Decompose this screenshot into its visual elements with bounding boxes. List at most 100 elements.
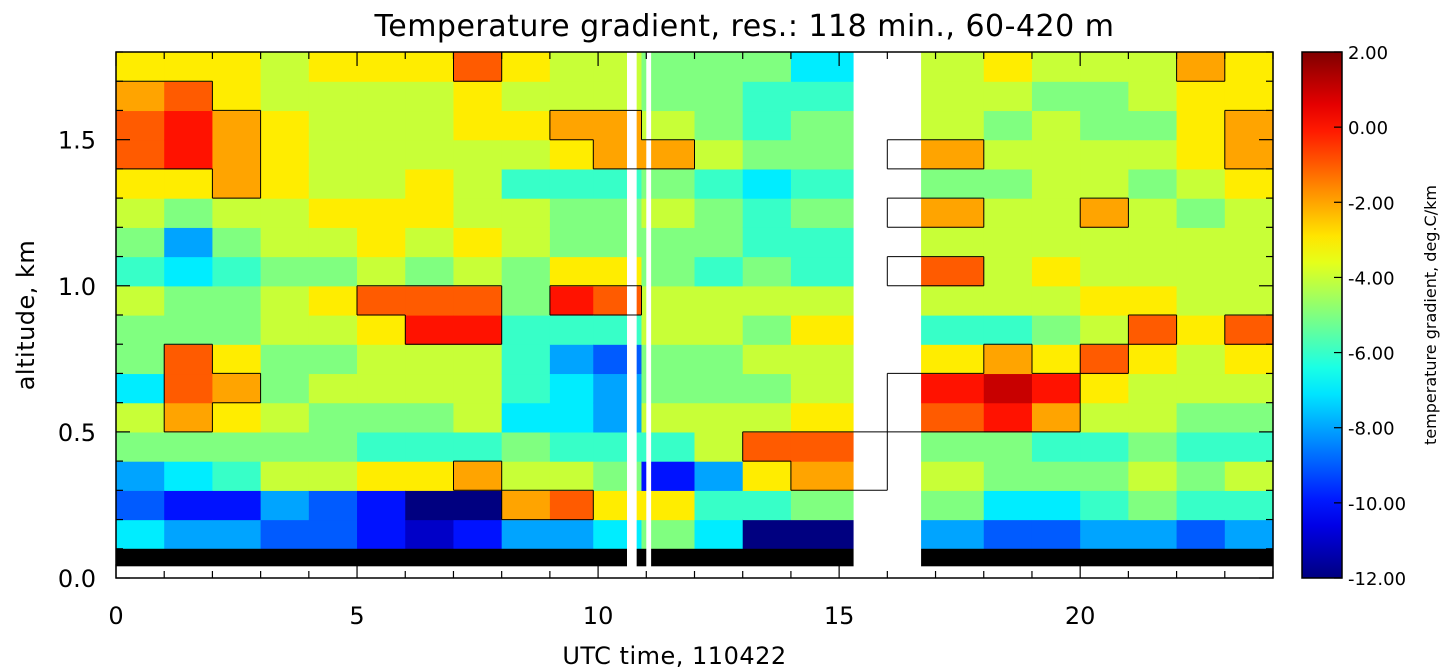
heatmap-cell bbox=[694, 139, 744, 170]
heatmap-cell bbox=[694, 81, 744, 112]
heatmap-cell bbox=[453, 81, 503, 112]
heatmap-cell bbox=[405, 431, 455, 462]
heatmap-cell bbox=[405, 373, 455, 404]
heatmap-cell bbox=[1224, 373, 1274, 404]
masked-bottom-band bbox=[116, 548, 1273, 567]
colorbar-tick-label: -8.00 bbox=[1348, 419, 1395, 440]
heatmap-cell bbox=[983, 519, 1033, 550]
heatmap-cell bbox=[694, 402, 744, 433]
heatmap-cell bbox=[116, 168, 165, 199]
heatmap-cell bbox=[260, 198, 310, 228]
heatmap-cell bbox=[116, 198, 165, 228]
heatmap-cell bbox=[308, 315, 358, 345]
heatmap-cell bbox=[308, 198, 358, 228]
heatmap-cell bbox=[164, 198, 214, 228]
heatmap-cell bbox=[1080, 168, 1129, 199]
heatmap-cell bbox=[1031, 315, 1081, 345]
heatmap-cell bbox=[1031, 431, 1081, 462]
heatmap-cell bbox=[164, 461, 214, 491]
heatmap-cell bbox=[1176, 402, 1226, 433]
heatmap-cell bbox=[357, 431, 406, 462]
heatmap-cell bbox=[357, 315, 406, 345]
heatmap-cell bbox=[1224, 285, 1274, 316]
heatmap-cell bbox=[742, 315, 792, 345]
heatmap-cell bbox=[1031, 256, 1081, 287]
heatmap-cell bbox=[1128, 139, 1178, 170]
heatmap-cell bbox=[1128, 490, 1178, 521]
heatmap-cell bbox=[501, 344, 551, 375]
heatmap-cell bbox=[983, 256, 1033, 287]
heatmap-cell bbox=[1224, 461, 1274, 491]
heatmap-cell bbox=[1224, 344, 1274, 375]
heatmap-cell bbox=[501, 110, 551, 141]
heatmap-cell bbox=[308, 490, 358, 521]
heatmap-cell bbox=[260, 81, 310, 112]
heatmap-cell bbox=[116, 139, 165, 170]
heatmap-cell bbox=[116, 81, 165, 112]
heatmap-cell bbox=[983, 285, 1033, 316]
heatmap-cell bbox=[694, 315, 744, 345]
heatmap-cell bbox=[1031, 198, 1081, 228]
data-gap bbox=[853, 52, 922, 578]
heatmap-cell bbox=[405, 256, 455, 287]
heatmap-cell bbox=[983, 168, 1033, 199]
heatmap-cell bbox=[501, 519, 551, 550]
heatmap-cell bbox=[1176, 110, 1226, 141]
heatmap-cell bbox=[1080, 52, 1129, 82]
heatmap-cell bbox=[1080, 315, 1129, 345]
colorbar-tick-labels: 2.00 0.00 -2.00 -4.00 -6.00 -8.00 -10.00 -12.00 bbox=[1348, 43, 1406, 590]
heatmap-cell bbox=[549, 227, 594, 258]
y-axis-label: altitude, km bbox=[12, 240, 40, 391]
heatmap-cell bbox=[742, 168, 792, 199]
heatmap-cell bbox=[116, 52, 165, 82]
heatmap-cell bbox=[1031, 461, 1081, 491]
heatmap-cell bbox=[694, 344, 744, 375]
heatmap-cell bbox=[983, 52, 1033, 82]
heatmap-cell bbox=[1128, 256, 1178, 287]
heatmap-cell bbox=[453, 285, 503, 316]
heatmap-cell bbox=[983, 227, 1033, 258]
heatmap-cell bbox=[1080, 227, 1129, 258]
heatmap-cell bbox=[549, 285, 594, 316]
heatmap-cell bbox=[260, 227, 310, 258]
heatmap-cell bbox=[1080, 344, 1129, 375]
masked-band bbox=[116, 548, 1273, 567]
heatmap-cell bbox=[308, 519, 358, 550]
heatmap-cell bbox=[212, 373, 262, 404]
heatmap-cell bbox=[164, 285, 214, 316]
heatmap-cell bbox=[405, 110, 455, 141]
heatmap-cell bbox=[742, 139, 792, 170]
heatmap-cell bbox=[405, 139, 455, 170]
colorbar-tick-label: -10.00 bbox=[1348, 494, 1406, 515]
heatmap-cell bbox=[405, 402, 455, 433]
heatmap-cell bbox=[357, 490, 406, 521]
heatmap-cell bbox=[694, 227, 744, 258]
heatmap-cell bbox=[308, 431, 358, 462]
heatmap-cell bbox=[501, 402, 551, 433]
heatmap-cell bbox=[212, 198, 262, 228]
heatmap-cell bbox=[357, 81, 406, 112]
y-tick-label: 1.0 bbox=[58, 273, 96, 301]
heatmap-cell bbox=[1128, 198, 1178, 228]
heatmap-cell bbox=[453, 431, 503, 462]
heatmap-cell bbox=[260, 285, 310, 316]
heatmap-cell bbox=[1031, 344, 1081, 375]
heatmap-cell bbox=[260, 461, 310, 491]
heatmap-cell bbox=[453, 315, 503, 345]
heatmap-cell bbox=[501, 256, 551, 287]
heatmap-cell bbox=[1031, 168, 1081, 199]
heatmap-cell bbox=[1031, 373, 1081, 404]
heatmap-cell bbox=[116, 461, 165, 491]
heatmap-cell bbox=[1224, 168, 1274, 199]
heatmap-cell bbox=[260, 344, 310, 375]
heatmap-cell bbox=[1031, 81, 1081, 112]
heatmap-cell bbox=[501, 461, 551, 491]
heatmap-cell bbox=[453, 461, 503, 491]
heatmap-cell bbox=[1224, 110, 1274, 141]
heatmap-cell bbox=[260, 315, 310, 345]
heatmap-cell bbox=[694, 198, 744, 228]
heatmap-cell bbox=[549, 344, 594, 375]
heatmap-cell bbox=[1176, 227, 1226, 258]
x-tick-label: 15 bbox=[824, 602, 855, 630]
heatmap-cell bbox=[308, 461, 358, 491]
